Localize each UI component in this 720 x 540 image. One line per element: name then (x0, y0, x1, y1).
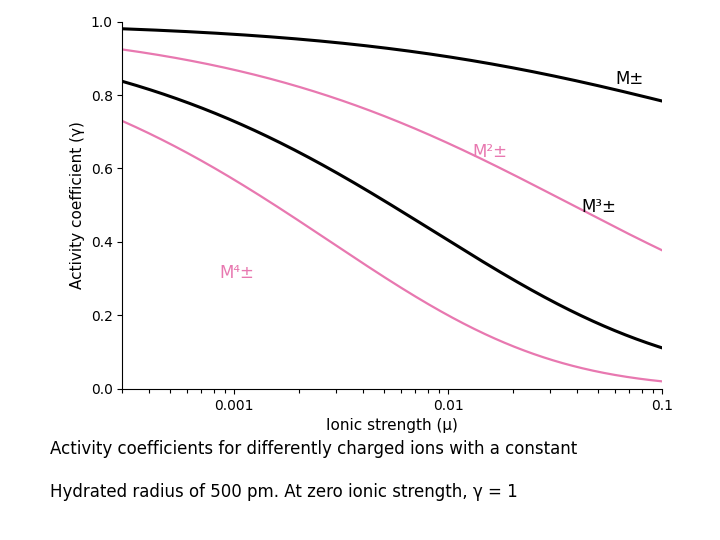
X-axis label: Ionic strength (μ): Ionic strength (μ) (326, 418, 459, 433)
Text: Hydrated radius of 500 pm. At zero ionic strength, γ = 1: Hydrated radius of 500 pm. At zero ionic… (50, 483, 518, 501)
Text: Activity coefficients for differently charged ions with a constant: Activity coefficients for differently ch… (50, 440, 577, 458)
Text: M⁴±: M⁴± (219, 264, 254, 282)
Text: M³±: M³± (582, 198, 616, 216)
Y-axis label: Activity coefficient (γ): Activity coefficient (γ) (70, 122, 85, 289)
Text: M²±: M²± (473, 143, 508, 161)
Text: M±: M± (615, 70, 643, 87)
